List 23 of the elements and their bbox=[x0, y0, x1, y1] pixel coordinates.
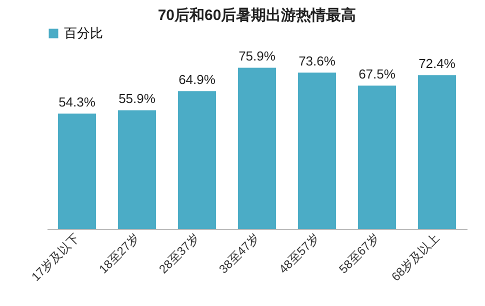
x-tick-label: 48至57岁 bbox=[276, 230, 322, 276]
x-tick-label: 58至67岁 bbox=[336, 230, 382, 276]
bar bbox=[238, 68, 276, 229]
data-label: 67.5% bbox=[358, 66, 396, 82]
x-tick-label: 68岁及以上 bbox=[388, 230, 442, 284]
x-tick-label: 38至47岁 bbox=[216, 230, 262, 276]
bar bbox=[58, 114, 96, 229]
bar bbox=[118, 110, 156, 229]
data-label: 75.9% bbox=[238, 48, 276, 64]
chart-title: 70后和60后暑期出游热情最高 bbox=[158, 6, 356, 24]
data-label: 72.4% bbox=[418, 56, 456, 72]
legend-label: 百分比 bbox=[64, 26, 103, 40]
x-tick-label: 18至27岁 bbox=[96, 230, 142, 276]
x-tick-label: 28至37岁 bbox=[156, 230, 202, 276]
bar bbox=[178, 91, 216, 229]
data-label: 54.3% bbox=[58, 94, 96, 110]
bar bbox=[418, 75, 456, 229]
bar bbox=[298, 72, 336, 229]
data-label: 73.6% bbox=[298, 54, 336, 69]
data-label: 64.9% bbox=[178, 72, 216, 88]
bar bbox=[358, 86, 396, 229]
data-label: 55.9% bbox=[118, 91, 156, 106]
x-tick-label: 17岁及以下 bbox=[28, 230, 82, 284]
